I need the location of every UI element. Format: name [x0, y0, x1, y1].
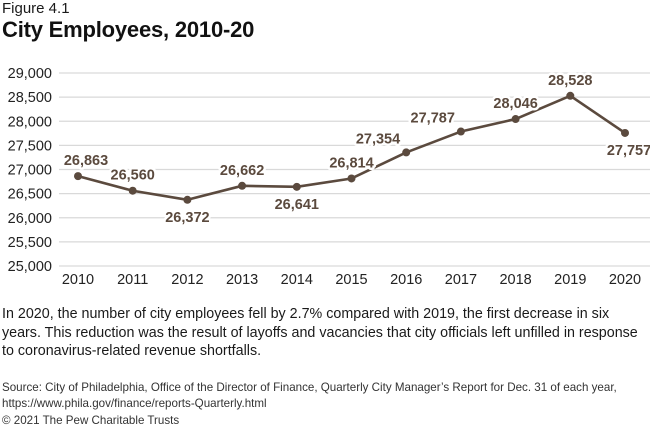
- data-point: [238, 181, 247, 190]
- y-tick-label: 25,000: [8, 259, 52, 275]
- data-label: 26,372: [165, 210, 209, 226]
- data-point: [566, 91, 575, 100]
- data-label: 26,662: [220, 163, 264, 179]
- x-tick-label: 2020: [609, 272, 641, 287]
- data-label-halo: 26,863: [64, 153, 108, 169]
- y-tick-label: 29,000: [8, 66, 52, 82]
- x-tick-label: 2014: [281, 272, 313, 287]
- series-line: [77, 94, 626, 202]
- y-tick-label: 26,500: [8, 187, 52, 203]
- x-tick-label: 2013: [226, 272, 258, 287]
- data-point: [402, 148, 411, 157]
- data-point: [511, 115, 520, 124]
- x-tick-label: 2011: [117, 272, 148, 287]
- data-point: [183, 195, 192, 204]
- y-tick-label: 27,500: [8, 138, 52, 154]
- data-label: 26,641: [275, 197, 319, 213]
- data-label-halo: 26,662: [220, 163, 264, 179]
- data-point: [128, 186, 137, 195]
- data-point: [456, 127, 465, 136]
- data-label: 27,354: [356, 131, 400, 147]
- y-tick-label: 26,000: [8, 211, 52, 227]
- data-label: 27,757: [607, 143, 650, 159]
- chart-title: City Employees, 2010-20: [2, 17, 255, 42]
- copyright: © 2021 The Pew Charitable Trusts: [2, 414, 180, 427]
- x-tick-label: 2012: [171, 272, 203, 287]
- y-tick-label: 27,000: [8, 163, 52, 179]
- x-tick-label: 2017: [445, 272, 477, 287]
- y-tick-label: 28,000: [8, 114, 52, 130]
- x-tick-label: 2016: [390, 272, 422, 287]
- data-label: 26,814: [329, 155, 373, 171]
- data-label: 28,528: [548, 73, 592, 89]
- x-tick-label: 2018: [499, 272, 531, 287]
- data-label-halo: 28,528: [548, 73, 592, 89]
- data-point: [74, 172, 82, 181]
- data-label-halo: 26,641: [275, 197, 319, 213]
- data-label: 27,787: [411, 111, 455, 127]
- data-point: [292, 182, 301, 191]
- chart-caption: In 2020, the number of city employees fe…: [2, 306, 638, 359]
- data-label-halo: 26,560: [111, 168, 155, 184]
- data-label: 28,046: [493, 96, 537, 112]
- y-tick-label: 25,500: [8, 235, 52, 251]
- data-point: [347, 174, 356, 183]
- x-tick-label: 2010: [62, 272, 94, 287]
- source-note: Source: City of Philadelphia, Office of …: [2, 381, 617, 410]
- y-tick-label: 28,500: [8, 90, 52, 106]
- data-label: 26,560: [111, 168, 155, 184]
- data-label-halo: 27,757: [607, 143, 650, 159]
- data-label-halo: 27,354: [356, 131, 400, 147]
- data-label: 26,863: [64, 153, 108, 169]
- data-point: [621, 128, 629, 137]
- x-tick-label: 2015: [335, 272, 367, 287]
- data-label-halo: 26,372: [165, 210, 209, 226]
- data-label-halo: 26,814: [329, 155, 373, 171]
- data-label-halo: 28,046: [493, 96, 537, 112]
- figure-label: Figure 4.1: [2, 0, 70, 17]
- line-chart: 25,000 25,500 26,000 26,500 27,000 27,500 28,0…: [8, 66, 650, 287]
- data-label-halo: 27,787: [411, 111, 455, 127]
- x-tick-label: 2019: [554, 272, 586, 287]
